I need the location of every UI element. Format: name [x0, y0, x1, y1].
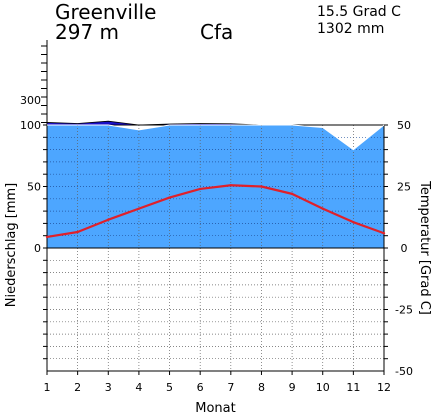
x-tick-label: 10 [316, 381, 330, 394]
excess-precipitation [46, 120, 384, 126]
temperature-point [198, 187, 202, 191]
station-name: Greenville [55, 0, 157, 24]
right-tick-label: -50 [395, 365, 413, 378]
annual-precipitation: 1302 mm [317, 21, 385, 37]
left-tick-label: 50 [27, 181, 41, 194]
x-tick-label: 5 [166, 381, 173, 394]
temperature-line [46, 184, 385, 239]
x-tick-label: 2 [74, 381, 81, 394]
temperature-point [137, 207, 141, 210]
station-elevation: 297 m [55, 20, 120, 44]
right-tick-label: 0 [401, 242, 408, 255]
x-tick-label: 7 [227, 381, 234, 394]
x-tick-label: 12 [377, 381, 391, 394]
left-tick-label: 100 [20, 119, 41, 132]
temperature-point [168, 196, 171, 199]
temperature-point [290, 192, 294, 196]
right-tick-label: 50 [397, 119, 411, 132]
x-tick-label: 11 [346, 381, 360, 394]
climate-classification: Cfa [200, 20, 234, 44]
x-tick-label: 9 [289, 381, 296, 394]
temperature-point [45, 235, 49, 239]
temperature-point [352, 220, 355, 224]
left-tick-label: 300 [20, 94, 41, 107]
x-tick-label: 6 [197, 381, 204, 394]
temperature-point [76, 230, 79, 234]
left-axis-title: Niederschlag [mm] [4, 183, 19, 308]
axis-labels: 1 2 3 4 5 6 7 8 9 10 11 12Monat05010030050250-25-50… [4, 94, 432, 416]
right-tick-label: -25 [395, 304, 413, 317]
temperature-point [229, 184, 233, 187]
x-tick-label: 4 [135, 381, 142, 394]
x-axis-title: Monat [195, 401, 235, 416]
temperature-point [382, 232, 386, 235]
precipitation-line [47, 124, 385, 151]
x-tick-label: 1 [44, 381, 51, 394]
precipitation-series [46, 120, 385, 151]
x-tick-label: 8 [258, 381, 265, 394]
right-tick-label: 25 [397, 181, 411, 194]
temperature-point [260, 185, 263, 188]
temperature-series [45, 184, 386, 239]
temperature-point [321, 207, 324, 210]
left-tick-label: 0 [34, 242, 41, 255]
mean-temperature: 15.5 Grad C [317, 4, 401, 20]
temperature-point [107, 218, 110, 221]
x-tick-label: 3 [105, 381, 112, 394]
right-axis-title: Temperatur [Grad C] [417, 180, 432, 315]
